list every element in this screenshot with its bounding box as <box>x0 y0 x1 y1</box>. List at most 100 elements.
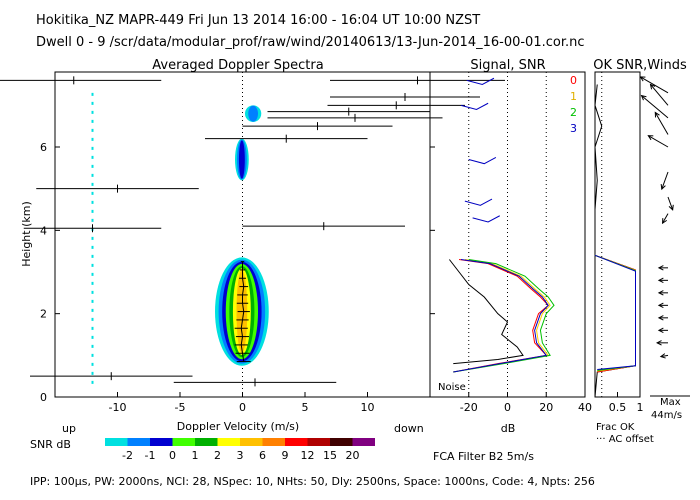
colorbar-tick-label: 0 <box>169 449 176 462</box>
frac-x-tick-label: 0.5 <box>609 401 627 414</box>
x-tick-label: 0 <box>239 401 246 414</box>
ac-offset-label: ··· AC offset <box>596 434 654 445</box>
snr-layer: -20 0 20 40 <box>430 72 592 414</box>
radar-parameters: IPP: 100μs, PW: 2000ns, NCI: 28, NSpec: … <box>30 475 595 488</box>
wind-arrowhead <box>657 302 664 309</box>
wind-arrowhead <box>660 184 666 191</box>
frac-ok-series-3 <box>594 254 636 370</box>
y-tick-label: 2 <box>40 308 47 321</box>
y-tick-label: 4 <box>40 224 47 237</box>
colorbar-tick-label: 3 <box>237 449 244 462</box>
colorbar-swatch <box>195 438 218 446</box>
fca-filter: FCA Filter B2 5m/s <box>433 450 534 463</box>
frac-ok-frame <box>594 71 641 398</box>
wind-arrowhead <box>661 218 668 225</box>
colorbar-swatch <box>285 438 308 446</box>
colorbar-swatch <box>127 438 150 446</box>
colorbar-swatch <box>240 438 263 446</box>
wind-arrowhead <box>657 290 664 296</box>
y-tick-label: 0 <box>40 391 47 404</box>
colorbar-swatch <box>262 438 285 446</box>
legend-entry-2: 2 <box>570 106 577 119</box>
up-label: up <box>62 422 76 435</box>
snr-series-2 <box>453 259 555 373</box>
wind-arrowhead <box>655 340 662 346</box>
snr-x-tick-label: 0 <box>504 401 511 414</box>
x-tick-label: -10 <box>109 401 127 414</box>
wind-arrowhead <box>659 353 666 359</box>
colorbar-tick-label: 9 <box>282 449 289 462</box>
wind-arrowhead <box>668 204 674 211</box>
colorbar-swatch <box>172 438 195 446</box>
snr-x-tick-label: 40 <box>578 401 592 414</box>
noise-label: Noise <box>438 382 466 393</box>
colorbar-tick-label: 20 <box>346 449 360 462</box>
colorbar-tick-label: -1 <box>145 449 156 462</box>
colorbar-swatch <box>150 438 173 446</box>
spectrum-echo-5.6km <box>235 138 249 181</box>
wind-vector <box>662 213 669 224</box>
colorbar-tick-label: -2 <box>122 449 133 462</box>
snr-series-3 <box>453 259 549 373</box>
colorbar-swatch <box>217 438 240 446</box>
colorbar-swatch <box>307 438 330 446</box>
wind-vector <box>650 84 669 106</box>
wind-max-label: Max <box>660 397 681 408</box>
x-tick-label: -5 <box>175 401 186 414</box>
wind-vector <box>640 76 669 94</box>
snr-series-noise <box>448 259 524 365</box>
snr-upper-echo <box>468 156 497 165</box>
legend-entry-0: 0 <box>570 74 577 87</box>
snr-upper-echo <box>460 102 489 111</box>
wind-arrowhead <box>639 76 646 82</box>
wind-arrowhead <box>657 277 664 284</box>
spectra-ylabel: Height (km) <box>20 201 33 267</box>
snr-upper-echo <box>472 215 500 223</box>
spectra-xlabel: Doppler Velocity (m/s) <box>177 420 299 433</box>
down-label: down <box>394 422 424 435</box>
figure-title: Hokitika_NZ MAPR-449 Fri Jun 13 2014 16:… <box>36 13 480 28</box>
colorbar-tick-label: 1 <box>192 449 199 462</box>
colorbar-tick-label: 2 <box>214 449 221 462</box>
winds-layer: 0 1 2 3 0.5 1 <box>570 72 690 414</box>
colorbar-swatch <box>330 438 353 446</box>
wind-vector <box>648 135 669 148</box>
snr-xlabel: dB <box>501 422 516 435</box>
x-tick-label: 10 <box>361 401 375 414</box>
snr-title: Signal, SNR <box>470 58 545 73</box>
spectra-title: Averaged Doppler Spectra <box>152 58 323 73</box>
frac-x-tick-label: 1 <box>637 401 644 414</box>
snr-contour <box>238 140 245 179</box>
colorbar-tick-label: 12 <box>301 449 315 462</box>
wind-arrowhead <box>654 111 660 118</box>
colorbar-tick-label: 15 <box>323 449 337 462</box>
snr-contour <box>248 105 258 122</box>
wind-arrowhead <box>657 315 664 321</box>
wind-vector <box>654 112 669 135</box>
colorbar-label: SNR dB <box>30 438 71 451</box>
wind-vector <box>641 95 669 119</box>
wind-max-speed: 44m/s <box>651 410 682 421</box>
snr-colorbar: -2 -1 0 1 2 3 6 9 12 15 20 <box>105 438 375 462</box>
wind-arrowhead <box>647 135 654 141</box>
x-tick-label: 5 <box>302 401 309 414</box>
colorbar-swatch <box>105 438 128 446</box>
snr-x-tick-label: 20 <box>539 401 553 414</box>
snr-upper-echo <box>464 198 493 206</box>
colorbar-swatch <box>352 438 375 446</box>
legend-entry-3: 3 <box>570 122 577 135</box>
y-tick-label: 6 <box>40 141 47 154</box>
colorbar-tick-label: 6 <box>259 449 266 462</box>
wind-arrowhead <box>640 94 647 101</box>
spectrum-echo-6.8km <box>245 105 262 122</box>
wind-vector <box>660 354 669 358</box>
wind-arrowhead <box>657 327 664 334</box>
winds-title: OK SNR,Winds <box>593 58 687 73</box>
wind-arrowhead <box>649 83 656 90</box>
wind-vector <box>661 171 669 190</box>
legend-entry-1: 1 <box>570 90 577 103</box>
snr-x-tick-label: -20 <box>460 401 478 414</box>
spectra-layer: -10 -5 0 5 10 0 2 4 6 <box>0 72 505 414</box>
dwell-path: Dwell 0 - 9 /scr/data/modular_prof/raw/w… <box>36 35 585 50</box>
